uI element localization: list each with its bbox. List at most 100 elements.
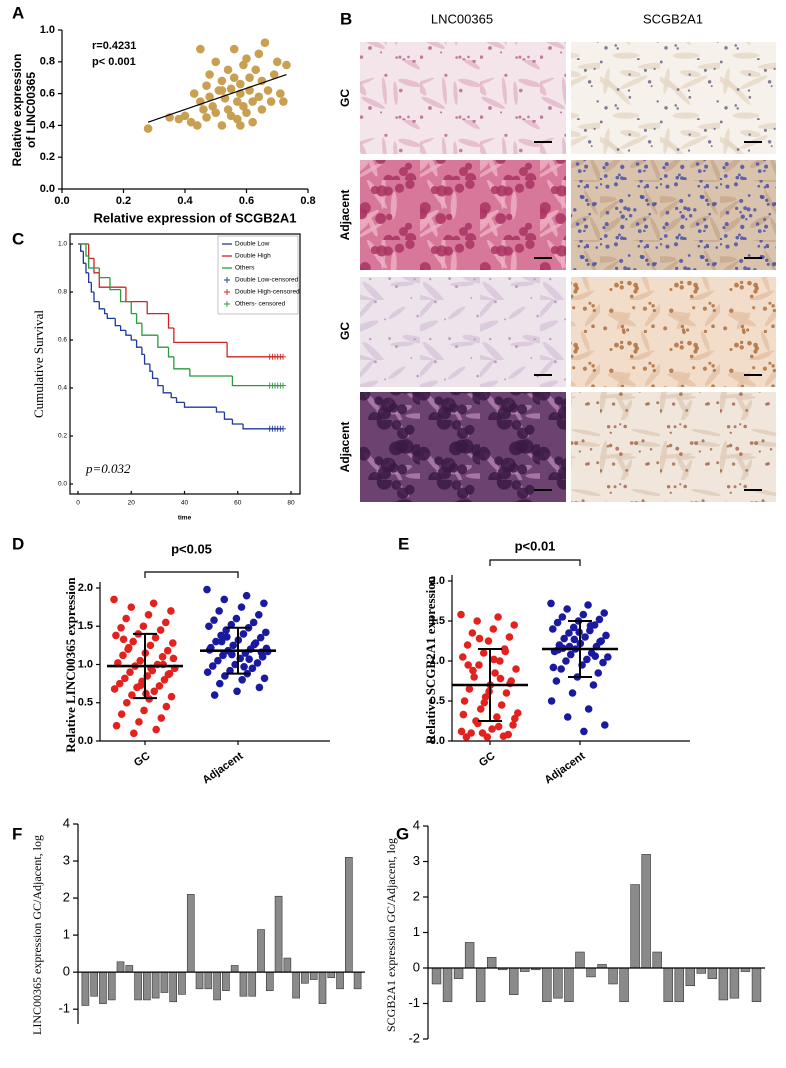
x-tick-label: 60 (234, 500, 242, 507)
point (586, 622, 595, 630)
bar (586, 967, 596, 978)
point (248, 117, 257, 127)
point (257, 76, 267, 86)
point (553, 618, 562, 627)
y-tick-label: 1.5 (430, 615, 445, 627)
point (475, 661, 483, 669)
annotation: p=0.032 (85, 461, 131, 476)
y-tick-label: 0.4 (40, 119, 56, 131)
point (600, 609, 609, 617)
point (217, 637, 226, 646)
point (272, 57, 282, 67)
point (151, 633, 160, 642)
point (580, 727, 588, 736)
point (242, 54, 251, 63)
point (129, 637, 137, 646)
y-tick-label: 4 (413, 817, 420, 832)
point (484, 637, 493, 645)
point (494, 613, 502, 621)
y-tick-label: 0.8 (58, 289, 67, 296)
bar (248, 971, 257, 997)
bar (134, 971, 142, 1001)
bar (283, 957, 292, 973)
point (560, 634, 568, 643)
point (463, 641, 472, 649)
bar (265, 971, 274, 991)
point (167, 692, 176, 701)
point (229, 44, 239, 54)
point (143, 124, 153, 133)
survival-step (151, 371, 158, 380)
point (566, 650, 575, 659)
survival-step (146, 301, 169, 315)
y-tick-label: -2 (408, 1030, 420, 1045)
censor-mark (280, 353, 287, 360)
x-tick-label: GC (132, 750, 152, 769)
point (110, 595, 118, 604)
point (276, 89, 285, 98)
point (563, 713, 572, 721)
x-tick-label: Adjacent (542, 750, 587, 787)
point (205, 92, 214, 102)
micrograph (571, 160, 776, 270)
point (459, 710, 468, 719)
row-label: Adjacent (338, 422, 352, 473)
point (583, 655, 591, 664)
point (122, 614, 130, 623)
point (227, 620, 236, 629)
bar (674, 967, 684, 1003)
point (164, 670, 173, 679)
point (119, 651, 127, 660)
point (144, 610, 153, 619)
survival-step (149, 364, 153, 372)
annotation: p< 0.001 (92, 56, 136, 68)
point (257, 105, 267, 114)
point (457, 727, 466, 736)
legend-label: Double Low (235, 241, 270, 248)
legend-label: Double High-censored (235, 289, 300, 296)
y-tick-label: 0.0 (78, 735, 93, 747)
point (219, 651, 227, 660)
survival-step (231, 419, 244, 425)
survival-step (242, 424, 284, 430)
panel-label: E (398, 534, 409, 553)
annotation: p<0.05 (171, 541, 212, 556)
point (490, 655, 498, 664)
point (496, 674, 505, 683)
point (167, 607, 175, 615)
bar (575, 951, 585, 969)
point (493, 713, 501, 721)
y-tick-label: 0.4 (58, 385, 67, 392)
survival-step (215, 407, 225, 413)
point (215, 679, 224, 688)
point (229, 641, 238, 650)
point (458, 653, 467, 661)
y-tick-label: 0.5 (430, 695, 445, 707)
survival-step (125, 330, 132, 336)
point (255, 683, 264, 692)
y-tick-label: 2.0 (430, 575, 445, 587)
survival-step (173, 356, 190, 370)
point (237, 603, 246, 611)
point (240, 662, 248, 671)
x-axis-title: time (178, 515, 192, 522)
point (245, 655, 253, 663)
bar (151, 971, 160, 999)
bar (230, 965, 239, 973)
point (162, 702, 171, 711)
x-tick-label: 0.2 (116, 195, 131, 207)
fit-line (147, 73, 287, 123)
point (203, 668, 212, 676)
panel-label: D (12, 534, 24, 553)
legend-label: Double High (235, 253, 271, 260)
y-tick-label: 1.5 (78, 620, 93, 632)
x-axis-title: Relative expression of SCGB2A1 (93, 210, 296, 225)
legend-swatch (224, 301, 230, 307)
x-tick-label: Adjacent (200, 750, 245, 787)
point (476, 705, 485, 713)
point (146, 641, 155, 650)
point (457, 610, 465, 619)
y-axis-title: Relative LINC00365 expression (63, 577, 78, 753)
point (499, 732, 508, 740)
point (130, 729, 138, 738)
